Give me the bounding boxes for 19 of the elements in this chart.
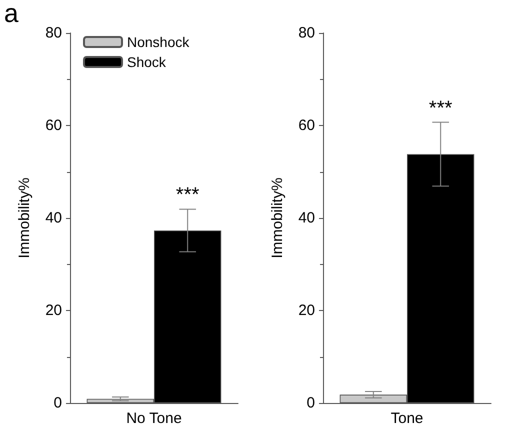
y-tick-label: 40 [298, 210, 315, 226]
chart-title: a [4, 0, 19, 28]
annotation: *** [428, 97, 452, 120]
y-tick-label: 0 [54, 394, 62, 412]
x-tick-label: Tone [390, 410, 424, 427]
legend-label: Shock [127, 54, 167, 70]
y-tick-label: 0 [306, 394, 315, 412]
annotation: *** [176, 184, 200, 206]
y-tick-label: 20 [298, 302, 315, 319]
y-tick-label: 40 [45, 210, 62, 226]
y-tick-label: 60 [45, 117, 62, 134]
x-tick-label: No Tone [126, 410, 182, 427]
y-axis-title: Immobility% [16, 178, 33, 258]
legend-label: Nonshock [127, 34, 190, 50]
y-tick-label: 80 [45, 24, 62, 42]
y-tick-label: 80 [298, 24, 315, 42]
y-axis-title: Immobility% [269, 178, 286, 258]
y-tick-label: 20 [45, 302, 62, 319]
y-tick-label: 60 [298, 117, 315, 134]
